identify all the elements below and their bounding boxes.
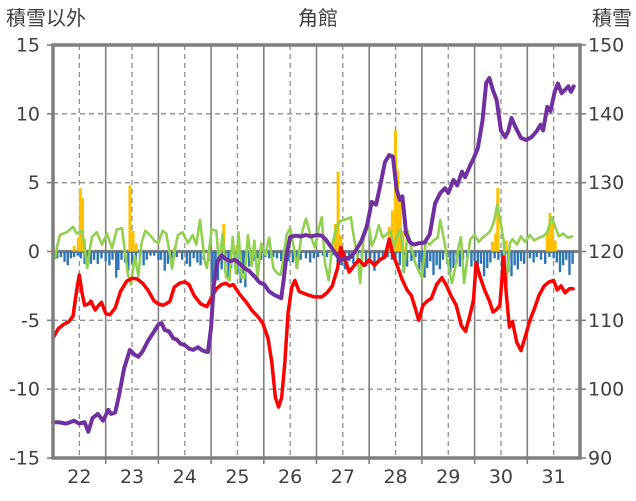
right-axis-tick-label: 140 xyxy=(588,103,624,125)
x-axis-tick-label: 24 xyxy=(173,466,197,488)
x-axis-tick-label: 28 xyxy=(383,466,407,488)
x-axis-tick-label: 29 xyxy=(436,466,460,488)
right-axis-tick-label: 90 xyxy=(588,448,612,470)
x-axis-tick-label: 31 xyxy=(542,466,566,488)
left-axis-tick-label: 0 xyxy=(28,241,40,263)
axis-tick-labels: 15 10 5 0 -5 -10 -15 150 140 130 120 110 100 90 22 23 24… xyxy=(9,35,624,489)
right-axis-tick-label: 110 xyxy=(588,310,624,332)
left-axis-tick-label: -15 xyxy=(9,448,40,470)
v-gridlines-dashed xyxy=(78,45,555,458)
left-axis-title: 積雪以外 xyxy=(6,6,86,30)
x-axis-tick-label: 27 xyxy=(331,466,355,488)
right-axis-tick-label: 130 xyxy=(588,172,624,194)
x-axis-tick-label: 26 xyxy=(278,466,302,488)
chart-title: 角館 xyxy=(298,6,338,30)
right-axis-tick-label: 150 xyxy=(588,35,624,57)
right-axis-tick-label: 120 xyxy=(588,241,624,263)
green-line-series xyxy=(51,203,574,288)
x-axis-tick-label: 30 xyxy=(489,466,513,488)
x-axis-tick-label: 22 xyxy=(67,466,91,488)
right-axis-title: 積雪 xyxy=(592,6,632,30)
left-axis-tick-label: 5 xyxy=(28,172,40,194)
red-line-series xyxy=(51,237,575,409)
x-axis-tick-label: 25 xyxy=(225,466,249,488)
right-axis-tick-label: 100 xyxy=(588,379,624,401)
left-axis-tick-label: -10 xyxy=(9,379,40,401)
left-axis-tick-label: 15 xyxy=(16,35,40,57)
left-axis-tick-label: -5 xyxy=(21,310,40,332)
x-axis-tick-label: 23 xyxy=(120,466,144,488)
left-axis-tick-label: 10 xyxy=(16,103,40,125)
purple-line-series xyxy=(51,76,576,434)
axis-ticks xyxy=(47,44,586,464)
